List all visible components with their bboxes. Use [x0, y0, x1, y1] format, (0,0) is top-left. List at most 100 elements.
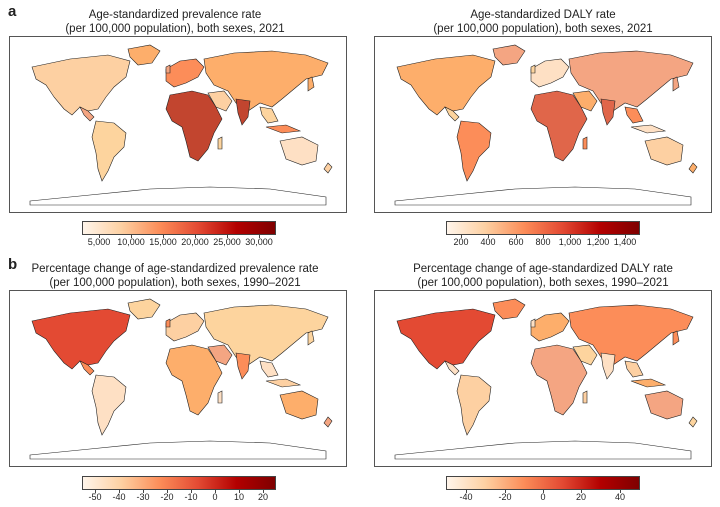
land-japan [307, 76, 315, 92]
colorbar-tick-label: 600 [508, 237, 524, 247]
world-map-svg [29, 298, 333, 460]
land-uk [165, 64, 171, 74]
land-africa [165, 344, 223, 416]
land-africa [530, 90, 588, 162]
colorbar-tick [239, 490, 240, 493]
land-uk [165, 318, 171, 328]
land-new-zealand [323, 416, 333, 428]
colorbar-tick [505, 490, 506, 493]
land-antarctica [29, 186, 327, 206]
colorbar-tick [227, 235, 228, 238]
land-india [600, 98, 616, 126]
colorbar-tick-label: -20 [160, 492, 174, 502]
land-southeast-asia [259, 106, 279, 124]
colorbar-tick-label: 20,000 [181, 237, 209, 247]
land-north-america [31, 54, 131, 116]
colorbar-tick [598, 235, 599, 238]
land-asia [568, 50, 694, 112]
land-southeast-asia [624, 106, 644, 124]
land-madagascar [582, 136, 588, 150]
land-africa [165, 90, 223, 162]
land-india [235, 352, 251, 380]
land-australia [279, 136, 319, 166]
colorbar-tick [167, 490, 168, 493]
land-asia [568, 304, 694, 366]
land-uk [530, 64, 536, 74]
land-south-america [456, 374, 492, 436]
colorbar-tick-label: 25,000 [213, 237, 241, 247]
land-madagascar [217, 136, 223, 150]
land-asia [203, 50, 329, 112]
colorbar-prevalence: 5,000 10,000 15,000 20,000 25,000 30,000 [82, 221, 276, 247]
land-australia [644, 390, 684, 420]
colorbar-tick-label: 40 [614, 492, 626, 502]
colorbar-tick-label: 5,000 [87, 237, 111, 247]
land-asia [203, 304, 329, 366]
colorbar-tick-label: 10,000 [117, 237, 145, 247]
map-title-prevalence-change: Percentage change of age-standardized pr… [31, 263, 319, 289]
land-north-america [396, 308, 496, 370]
world-map-svg [394, 298, 698, 460]
colorbar-daly: 200 400 600 800 1,000 1,200 1,400 [446, 221, 640, 247]
colorbar-tick [195, 235, 196, 238]
colorbar-tick-label: 20 [257, 492, 269, 502]
colorbar-tick-label: 0 [540, 492, 546, 502]
land-south-america [456, 120, 492, 182]
colorbar-tick [570, 235, 571, 238]
colorbar-tick [131, 235, 132, 238]
land-japan [672, 76, 680, 92]
land-middle-east [572, 344, 598, 366]
land-southeast-asia [259, 360, 279, 378]
colorbar-tick [581, 490, 582, 493]
colorbar-prevalence-change: -50 -40 -30 -20 -10 0 10 20 [82, 476, 276, 502]
colorbar-tick [95, 490, 96, 493]
land-indonesia [630, 378, 667, 388]
world-map-svg [29, 44, 333, 206]
colorbar-tick [259, 235, 260, 238]
world-map-daly-change [374, 290, 712, 467]
colorbar-tick-label: 1,000 [558, 237, 582, 247]
colorbar-tick [263, 490, 264, 493]
land-greenland [492, 298, 526, 320]
colorbar-tick-label: -10 [184, 492, 198, 502]
colorbar-tick [163, 235, 164, 238]
map-title-daly: Age-standardized DALY rate (per 100,000 … [433, 9, 653, 35]
colorbar-tick-label: -40 [459, 492, 473, 502]
panel-label-b: b [8, 256, 18, 273]
world-map-prevalence-change [9, 290, 347, 467]
land-antarctica [29, 440, 327, 460]
colorbar-tick [191, 490, 192, 493]
land-central-america [79, 106, 95, 122]
land-europe [165, 58, 205, 88]
colorbar-tick-label: 0 [212, 492, 218, 502]
colorbar-tick-label: 10 [233, 492, 245, 502]
land-antarctica [394, 186, 692, 206]
colorbar-tick [625, 235, 626, 238]
land-australia [279, 390, 319, 420]
colorbar-tick-label: 30,000 [245, 237, 273, 247]
land-north-america [31, 308, 131, 370]
land-new-zealand [323, 162, 333, 174]
land-new-zealand [688, 416, 698, 428]
land-africa [530, 344, 588, 416]
colorbar-tick-label: 1,200 [586, 237, 610, 247]
land-europe [530, 312, 570, 342]
world-map-prevalence [9, 36, 347, 213]
colorbar-tick-label: 400 [480, 237, 496, 247]
land-south-america [91, 374, 127, 436]
colorbar-tick [143, 490, 144, 493]
land-india [235, 98, 251, 126]
panel-label-a: a [8, 3, 17, 20]
land-greenland [127, 298, 161, 320]
land-central-america [79, 360, 95, 376]
land-indonesia [265, 378, 302, 388]
colorbar-tick-label: -30 [136, 492, 150, 502]
colorbar-tick [620, 490, 621, 493]
colorbar-tick [461, 235, 462, 238]
land-north-america [396, 54, 496, 116]
land-south-america [91, 120, 127, 182]
colorbar-tick-label: 200 [453, 237, 469, 247]
land-greenland [492, 44, 526, 66]
land-middle-east [207, 90, 233, 112]
land-europe [165, 312, 205, 342]
